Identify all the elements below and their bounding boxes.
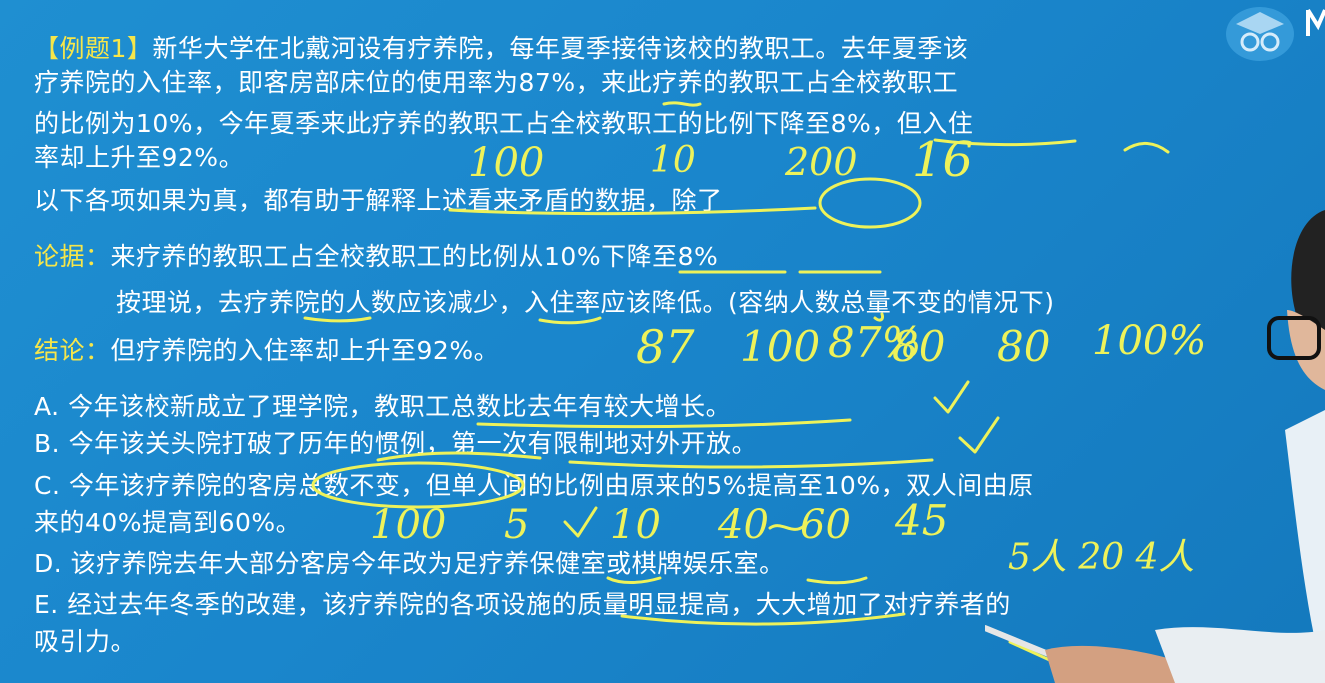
option-e-letter: E. <box>34 590 59 619</box>
option-e-text-2: 吸引力。 <box>34 627 137 656</box>
option-c: C. 今年该疗养院的客房总数不变，但单人间的比例由原来的5%提高至10%，双人间… <box>34 469 1034 503</box>
presenter <box>1267 210 1325 683</box>
conclusion-label: 结论： <box>34 336 111 365</box>
hw-row2-a: 87 <box>636 320 695 374</box>
hw-row2-f: 100% <box>1092 318 1207 364</box>
hw-row3-a: 100 <box>370 502 447 548</box>
problem-line-1: 【例题1】新华大学在北戴河设有疗养院，每年夏季接待该校的教职工。去年夏季该 <box>34 32 968 66</box>
option-c-letter: C. <box>34 471 61 500</box>
presenter-hand <box>985 625 1325 683</box>
tilde-row3 <box>768 524 806 531</box>
option-a-text: 今年该校新成立了理学院，教职工总数比去年有较大增长。 <box>68 392 732 421</box>
option-c-text: 今年该疗养院的客房总数不变，但单人间的比例由原来的5%提高至10%，双人间由原 <box>68 471 1034 500</box>
option-c-text-2: 来的40%提高到60%。 <box>34 508 302 537</box>
mark-caret <box>1123 142 1170 154</box>
hw-row1-c: 200 <box>785 140 858 184</box>
hw-row3-c: 10 <box>610 502 661 548</box>
mark-swoop <box>662 101 702 107</box>
hw-row4: 5人 20 4人 <box>1008 537 1195 578</box>
owl-logo-icon <box>1226 7 1325 61</box>
check-row3-a <box>563 506 598 538</box>
check-option-b <box>958 416 1000 454</box>
hw-row2-b: 100 <box>740 322 821 371</box>
problem-question: 以下各项如果为真，都有助于解释上述看来矛盾的数据，除了 <box>34 186 723 215</box>
argument-text: 来疗养的教职工占全校教职工的比例从10%下降至8% <box>110 242 719 271</box>
hw-row2-e: 80 <box>997 322 1051 371</box>
argument-line: 论据：来疗养的教职工占全校教职工的比例从10%下降至8% <box>34 240 718 274</box>
option-d-letter: D. <box>34 549 63 578</box>
conclusion-text: 但疗养院的入住率却上升至92%。 <box>110 336 500 365</box>
circle-except <box>818 177 922 229</box>
problem-line-3: 的比例为10%，今年夏季来此疗养的教职工占全校教职工的比例下降至8%，但入住 <box>34 109 974 138</box>
argument-label: 论据： <box>34 242 111 271</box>
argument-reasoning: 按理说，去疗养院的人数应该减少，入住率应该降低。(容纳人数总量不变的情况下) <box>116 288 1055 317</box>
hw-row3-b: 5 <box>504 502 530 548</box>
option-d-text: 该疗养院去年大部分客房今年改为足疗养保健室或棋牌娱乐室。 <box>70 549 785 578</box>
option-b-letter: B. <box>34 429 61 458</box>
hw-row1-d: 16 <box>912 132 974 188</box>
conclusion-line: 结论：但疗养院的入住率却上升至92%。 <box>34 334 499 368</box>
option-d: D. 该疗养院去年大部分客房今年改为足疗养保健室或棋牌娱乐室。 <box>34 547 785 581</box>
hw-row3-d: 40 <box>718 502 769 548</box>
hw-row2-c: 87% <box>828 318 922 367</box>
hw-row3-e: 60 <box>800 502 851 548</box>
option-b-text: 今年该关头院打破了历年的惯例，第一次有限制地对外开放。 <box>68 429 758 458</box>
hw-row3-f: 45 <box>895 496 949 545</box>
problem-line-2: 疗养院的入住率，即客房部床位的使用率为87%，来此疗养的教职工占全校教职工 <box>34 68 959 97</box>
option-c-continued: 来的40%提高到60%。 <box>34 506 301 540</box>
option-b: B. 今年该关头院打破了历年的惯例，第一次有限制地对外开放。 <box>34 427 757 461</box>
hw-row2-d: 80 <box>892 322 946 371</box>
problem-line-4: 率却上升至92%。 <box>34 143 245 172</box>
hw-row1-b: 10 <box>650 140 696 181</box>
check-option-a <box>933 380 970 414</box>
option-e: E. 经过去年冬季的改建，该疗养院的各项设施的质量明显提高，大大增加了对疗养者的 <box>34 588 1011 622</box>
hw-row1-a: 100 <box>468 140 545 186</box>
problem-text-1: 新华大学在北戴河设有疗养院，每年夏季接待该校的教职工。去年夏季该 <box>152 34 969 63</box>
problem-tag: 【例题1】 <box>34 34 153 63</box>
option-a-letter: A. <box>34 392 60 421</box>
option-e-text: 经过去年冬季的改建，该疗养院的各项设施的质量明显提高，大大增加了对疗养者的 <box>67 590 1011 619</box>
option-a: A. 今年该校新成立了理学院，教职工总数比去年有较大增长。 <box>34 390 731 424</box>
option-e-continued: 吸引力。 <box>34 625 136 659</box>
